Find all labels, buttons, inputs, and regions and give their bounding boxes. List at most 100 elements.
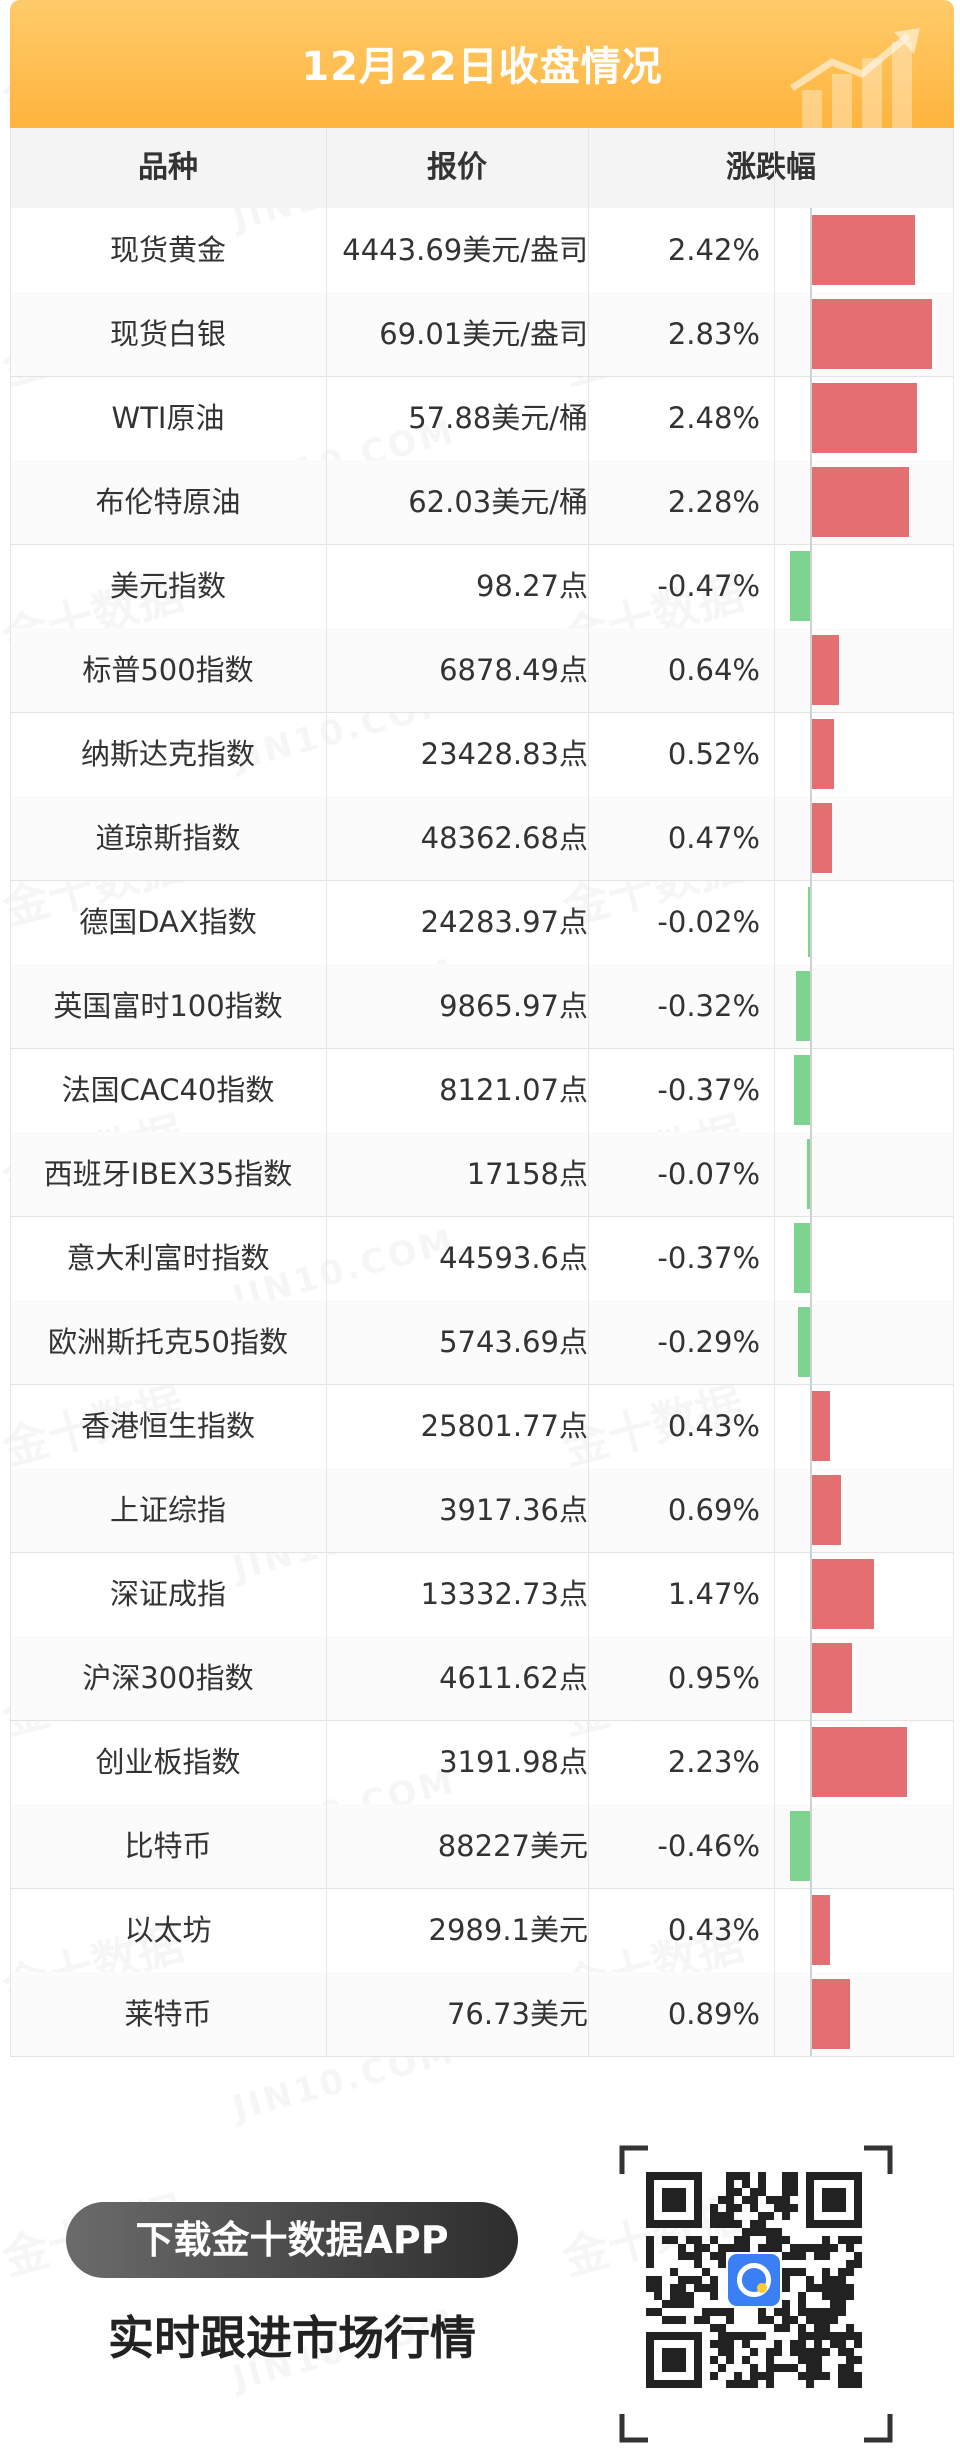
table-row: 现货黄金 4443.69美元/盎司 2.42% bbox=[10, 208, 954, 292]
table-row: 莱特币 76.73美元 0.89% bbox=[10, 1972, 954, 2056]
instrument-name: 比特币 bbox=[124, 1829, 212, 1863]
change-bar bbox=[812, 635, 840, 705]
change-bar bbox=[808, 887, 810, 957]
change-bar bbox=[812, 1391, 831, 1461]
instrument-price: 3191.98点 bbox=[439, 1745, 588, 1779]
instrument-price: 5743.69点 bbox=[439, 1325, 588, 1359]
table-row: 西班牙IBEX35指数 17158点 -0.07% bbox=[10, 1132, 954, 1216]
instrument-price: 3917.36点 bbox=[439, 1493, 588, 1527]
change-bar bbox=[812, 1895, 831, 1965]
page-header: 12月22日收盘情况 bbox=[10, 0, 954, 128]
instrument-name: 深证成指 bbox=[109, 1577, 226, 1611]
table-row: 欧洲斯托克50指数 5743.69点 -0.29% bbox=[10, 1300, 954, 1384]
table-row: 香港恒生指数 25801.77点 0.43% bbox=[10, 1384, 954, 1468]
instrument-change: -0.37% bbox=[657, 1073, 760, 1107]
instrument-price: 76.73美元 bbox=[446, 1997, 588, 2031]
change-bar bbox=[812, 719, 835, 789]
instrument-name: 道琼斯指数 bbox=[95, 821, 241, 855]
instrument-change: -0.47% bbox=[657, 569, 760, 603]
instrument-change: 0.89% bbox=[667, 1997, 760, 2031]
change-bar bbox=[812, 1559, 875, 1629]
instrument-name: WTI原油 bbox=[111, 401, 225, 435]
instrument-price: 8121.07点 bbox=[439, 1073, 588, 1107]
column-divider bbox=[953, 128, 954, 2056]
instrument-change: 1.47% bbox=[667, 1577, 760, 1611]
instrument-price: 17158点 bbox=[466, 1157, 588, 1191]
instrument-name: 香港恒生指数 bbox=[80, 1409, 255, 1443]
row-divider bbox=[10, 1720, 954, 1721]
instrument-change: 2.23% bbox=[667, 1745, 760, 1779]
instrument-name: 法国CAC40指数 bbox=[61, 1073, 275, 1107]
row-divider bbox=[10, 1888, 954, 1889]
instrument-change: 0.95% bbox=[667, 1661, 760, 1695]
change-bar bbox=[807, 1139, 810, 1209]
change-bar bbox=[794, 1223, 810, 1293]
change-bar bbox=[812, 1979, 850, 2049]
table-row: 比特币 88227美元 -0.46% bbox=[10, 1804, 954, 1888]
instrument-name: 现货白银 bbox=[109, 317, 226, 351]
table-row: 以太坊 2989.1美元 0.43% bbox=[10, 1888, 954, 1972]
qr-code bbox=[618, 2144, 894, 2444]
instrument-change: -0.07% bbox=[657, 1157, 760, 1191]
instrument-name: 莱特币 bbox=[124, 1997, 212, 2031]
qr-code-icon bbox=[619, 2145, 893, 2443]
instrument-name: 沪深300指数 bbox=[82, 1661, 254, 1695]
instrument-name: 以太坊 bbox=[124, 1913, 212, 1947]
row-divider bbox=[10, 712, 954, 713]
download-app-button[interactable]: 下载金十数据APP bbox=[66, 2202, 518, 2278]
page-title: 12月22日收盘情况 bbox=[301, 44, 663, 90]
instrument-name: 意大利富时指数 bbox=[66, 1241, 270, 1275]
instrument-change: 0.43% bbox=[667, 1409, 760, 1443]
change-bar bbox=[812, 1643, 853, 1713]
instrument-name: 布伦特原油 bbox=[95, 485, 241, 519]
table-row: 美元指数 98.27点 -0.47% bbox=[10, 544, 954, 628]
instrument-price: 4443.69美元/盎司 bbox=[342, 233, 588, 267]
instrument-change: -0.46% bbox=[657, 1829, 760, 1863]
table-row: 意大利富时指数 44593.6点 -0.37% bbox=[10, 1216, 954, 1300]
instrument-price: 69.01美元/盎司 bbox=[379, 317, 588, 351]
instrument-price: 6878.49点 bbox=[439, 653, 588, 687]
row-divider bbox=[10, 1216, 954, 1217]
row-divider bbox=[10, 1552, 954, 1553]
instrument-change: 2.42% bbox=[667, 233, 760, 267]
change-bar bbox=[812, 467, 909, 537]
row-divider bbox=[10, 376, 954, 377]
row-divider bbox=[10, 1384, 954, 1385]
instrument-change: 0.69% bbox=[667, 1493, 760, 1527]
row-divider bbox=[10, 1048, 954, 1049]
change-bar bbox=[812, 383, 918, 453]
table-row: 英国富时100指数 9865.97点 -0.32% bbox=[10, 964, 954, 1048]
change-bar bbox=[812, 1475, 842, 1545]
column-divider bbox=[774, 128, 775, 2056]
instrument-name: 西班牙IBEX35指数 bbox=[43, 1157, 293, 1191]
instrument-change: 0.64% bbox=[667, 653, 760, 687]
column-header-price: 报价 bbox=[326, 128, 588, 208]
table-row: 标普500指数 6878.49点 0.64% bbox=[10, 628, 954, 712]
instrument-price: 88227美元 bbox=[437, 1829, 588, 1863]
row-divider bbox=[10, 2056, 954, 2057]
instrument-price: 4611.62点 bbox=[439, 1661, 588, 1695]
change-bar bbox=[794, 1055, 810, 1125]
change-bar bbox=[790, 551, 810, 621]
column-divider bbox=[10, 128, 11, 2056]
table-row: 沪深300指数 4611.62点 0.95% bbox=[10, 1636, 954, 1720]
tagline: 实时跟进市场行情 bbox=[108, 2311, 476, 2365]
instrument-change: 2.48% bbox=[667, 401, 760, 435]
instrument-change: -0.02% bbox=[657, 905, 760, 939]
instrument-price: 13332.73点 bbox=[420, 1577, 588, 1611]
table-row: 现货白银 69.01美元/盎司 2.83% bbox=[10, 292, 954, 376]
table-row: 纳斯达克指数 23428.83点 0.52% bbox=[10, 712, 954, 796]
instrument-name: 德国DAX指数 bbox=[79, 905, 257, 939]
instrument-name: 美元指数 bbox=[109, 569, 226, 603]
instrument-change: -0.37% bbox=[657, 1241, 760, 1275]
instrument-price: 57.88美元/桶 bbox=[408, 401, 588, 435]
instrument-name: 标普500指数 bbox=[82, 653, 254, 687]
column-divider bbox=[588, 128, 589, 2056]
change-bar bbox=[812, 215, 915, 285]
growth-chart-icon bbox=[790, 28, 920, 128]
instrument-change: 0.47% bbox=[667, 821, 760, 855]
instrument-name: 纳斯达克指数 bbox=[80, 737, 255, 771]
instrument-change: 2.28% bbox=[667, 485, 760, 519]
instrument-change: 0.43% bbox=[667, 1913, 760, 1947]
instrument-price: 24283.97点 bbox=[420, 905, 588, 939]
